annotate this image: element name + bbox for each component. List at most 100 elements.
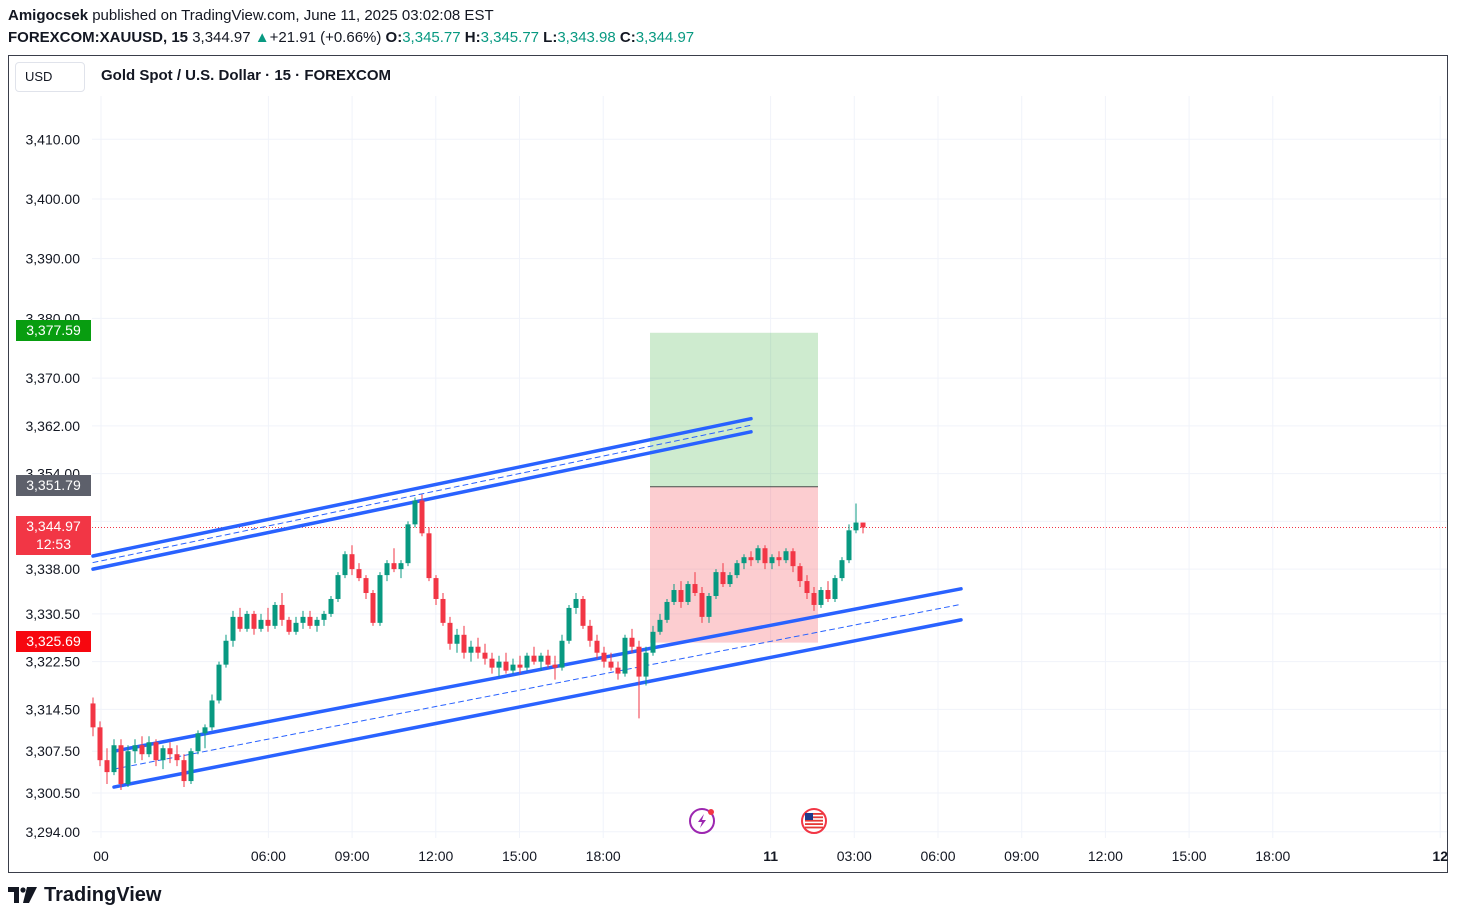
candle-body [328,598,334,614]
candle-body [559,640,565,668]
candle [433,575,439,605]
candle-body [111,745,117,773]
price-tick-label: 3,400.00 [26,191,81,207]
time-tick-label: 18:00 [586,848,621,864]
candle [818,587,824,608]
candle-body [818,590,824,605]
author-name[interactable]: Amigocsek [8,7,89,24]
candle-body [181,760,187,782]
candle-body [258,619,264,629]
candle-body [797,566,803,582]
candle [370,590,376,626]
candle-body [594,640,600,653]
candle [398,560,404,579]
candle-body [398,563,404,570]
candle-body [433,578,439,599]
candle-body [279,604,285,620]
candle-body [412,500,418,525]
candle [587,619,593,647]
stop-zone [650,486,818,643]
candle [146,736,152,758]
candle [489,652,495,674]
candle [804,575,810,599]
candle-body [538,655,544,662]
stop-price-value: 3,325.69 [26,633,81,649]
candle-body [468,646,474,653]
candle-body [160,748,166,761]
candle [139,736,145,761]
candle [258,613,264,632]
event-markers [689,808,827,834]
candle-body [608,661,614,668]
currency-button[interactable]: USD [15,62,85,92]
price-change: +21.91 (+0.66%) [269,29,382,46]
candle [251,610,257,635]
candle [335,572,341,602]
candle [748,551,754,567]
candle-body [769,557,775,564]
close-label: C: [619,29,636,46]
candle-body [496,661,502,668]
candle [734,560,740,579]
candle [272,601,278,629]
lightning-event-icon [689,808,715,834]
candle-body [377,575,383,623]
publish-info: Amigocsek published on TradingView.com, … [8,7,494,24]
candle-body [90,703,96,728]
candle-body [601,652,607,662]
candle-body [839,560,845,579]
parallel-channels [91,416,963,789]
candle [839,557,845,582]
candle [475,637,481,659]
candle-body [706,595,712,617]
candle [321,610,327,626]
price-tick-label: 3,410.00 [26,131,81,147]
candle-body [580,598,586,626]
candles [90,494,866,791]
close-value: 3,344.97 [635,29,695,46]
candle-body [125,751,131,785]
price-tick-label: 3,338.00 [26,561,81,577]
candle-body [251,613,257,629]
candle [846,524,852,564]
candle [419,494,425,537]
candle-body [552,664,558,668]
candle-body [153,742,159,761]
time-tick-label: 03:00 [837,848,872,864]
time-tick-label: 12:00 [1088,848,1123,864]
chart-grid [92,96,1447,838]
price-tick-label: 3,390.00 [26,251,81,267]
time-tick-label: 06:00 [251,848,286,864]
candle [580,595,586,629]
time-axis: 00 06:00 09:00 12:00 15:00 18:00 11 03:00 06:00 0… [93,848,1448,864]
upper-channel-mid-line [92,424,752,564]
price-tick-label: 3,330.50 [26,606,81,622]
symbol-name: FOREXCOM:XAUUSD, 15 [8,29,189,46]
candle-body [790,551,796,567]
candle [356,563,362,582]
candle-body [643,652,649,677]
candle-body [517,664,523,668]
candle [188,748,194,785]
candle-body [573,598,579,608]
candle-body [202,727,208,734]
candle [377,572,383,626]
candle-body [286,619,292,632]
tradingview-logo[interactable]: TradingView [8,884,161,907]
time-tick-label: 11 [763,848,778,864]
current-price-value: 3,344.97 [26,518,81,534]
candle [762,545,768,570]
flag-canton [805,813,813,820]
candle-body [314,619,320,626]
candle [293,616,299,635]
candle [426,527,432,582]
candle [643,646,649,686]
candle [552,655,558,680]
time-tick-label: 06:00 [920,848,955,864]
candle-body [692,584,698,594]
candle-body [566,607,572,641]
lower-channel-bottom-line [112,618,963,789]
target-price-value: 3,377.59 [26,322,81,338]
candle-body [762,548,768,564]
